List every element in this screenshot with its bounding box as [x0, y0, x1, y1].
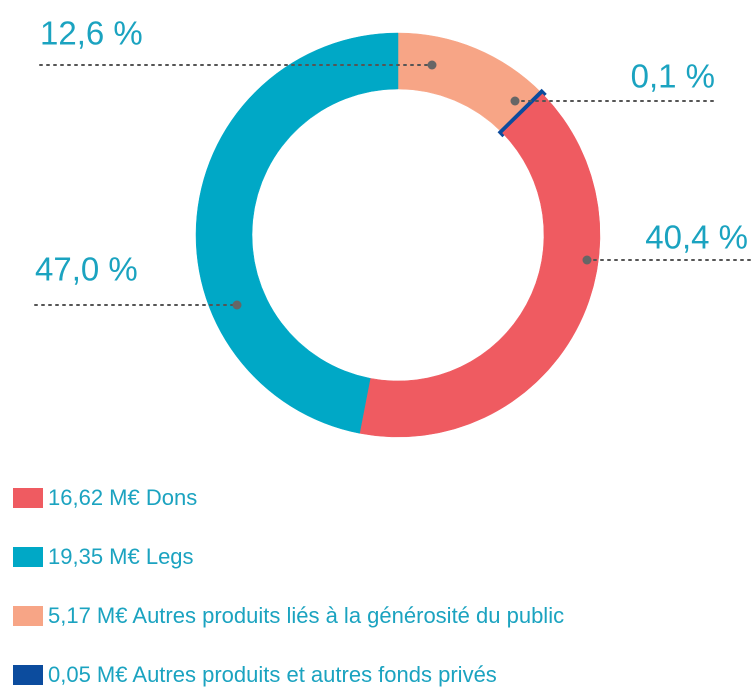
legend-label: 5,17 M€ Autres produits liés à la généro…: [48, 603, 564, 628]
value-label: 40,4 %: [645, 219, 748, 256]
legend-swatch: [13, 665, 43, 685]
value-label: 12,6 %: [40, 15, 143, 52]
legend-swatch: [13, 488, 43, 508]
value-label: 0,1 %: [631, 58, 715, 95]
legend-swatch: [13, 606, 43, 626]
leader-dot: [427, 60, 437, 70]
legend-label: 16,62 M€ Dons: [48, 485, 197, 510]
donut-slice: [195, 32, 399, 434]
leader-dot: [232, 300, 242, 310]
leader-dot: [582, 255, 592, 265]
donut-slice: [359, 93, 601, 438]
legend-label: 0,05 M€ Autres produits et autres fonds …: [48, 662, 497, 687]
value-label: 47,0 %: [35, 251, 138, 288]
legend-swatch: [13, 547, 43, 567]
leader-dot: [510, 96, 520, 106]
legend-label: 19,35 M€ Legs: [48, 544, 194, 569]
